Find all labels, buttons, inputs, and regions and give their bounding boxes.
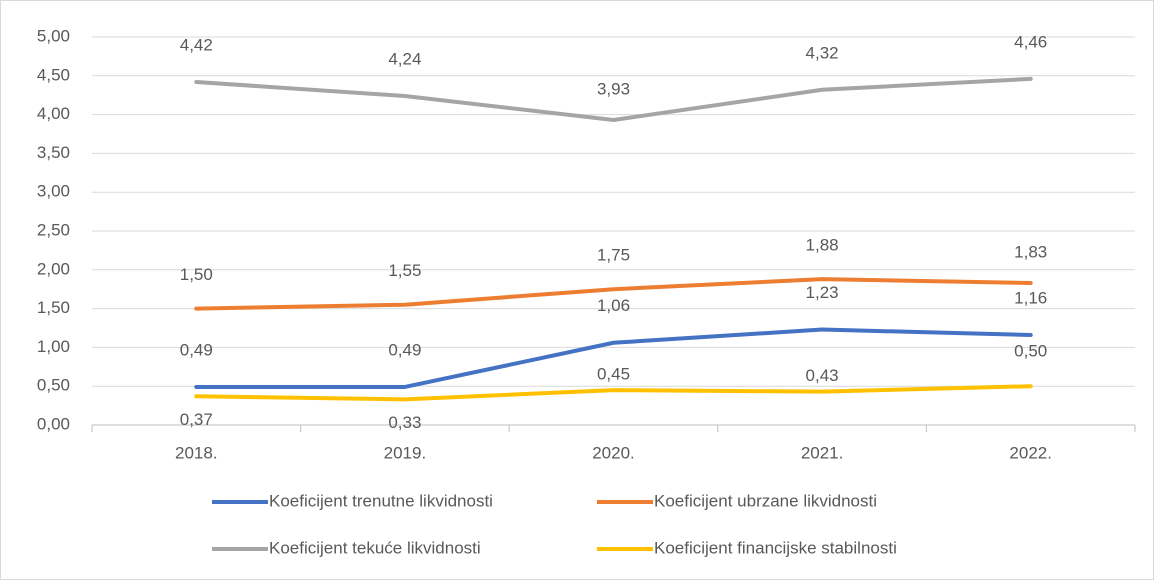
data-label: 1,55 [388,261,421,280]
series-line [194,277,1033,311]
x-tick-label: 2020. [592,443,635,462]
data-label: 4,46 [1014,32,1047,51]
y-tick-label: 4,00 [37,104,70,123]
y-tick-label: 4,50 [37,65,70,84]
data-label: 1,16 [1014,288,1047,307]
data-label: 1,06 [597,296,630,315]
data-label: 1,83 [1014,242,1047,261]
data-label: 1,23 [806,283,839,302]
y-tick-label: 0,00 [37,414,70,433]
x-tick-label: 2018. [175,443,218,462]
y-tick-label: 3,00 [37,182,70,201]
y-tick-label: 5,00 [37,26,70,45]
data-label: 1,50 [180,265,213,284]
y-tick-label: 2,00 [37,259,70,278]
y-tick-label: 2,50 [37,220,70,239]
data-label: 0,37 [180,410,213,429]
data-label: 0,33 [388,413,421,432]
data-label: 1,88 [806,236,839,255]
data-label: 0,49 [388,340,421,359]
x-tick-label: 2019. [384,443,427,462]
y-tick-label: 0,50 [37,376,70,395]
data-label: 1,75 [597,246,630,265]
series-line [194,384,1033,402]
data-label: 0,49 [180,340,213,359]
data-label: 0,50 [1014,342,1047,361]
series-line [194,76,1033,123]
legend-label: Koeficijent ubrzane likvidnosti [654,491,877,510]
data-label: 4,32 [806,43,839,62]
legend-label: Koeficijent financijske stabilnosti [654,538,897,557]
y-tick-label: 1,00 [37,337,70,356]
data-label: 0,43 [806,366,839,385]
x-tick-label: 2022. [1009,443,1052,462]
legend-label: Koeficijent trenutne likvidnosti [269,491,493,510]
y-tick-label: 3,50 [37,143,70,162]
data-label: 3,93 [597,80,630,99]
data-label: 4,42 [180,35,213,54]
y-tick-label: 1,50 [37,298,70,317]
legend-label: Koeficijent tekuće likvidnosti [269,538,481,557]
x-tick-label: 2021. [801,443,844,462]
data-label: 4,24 [388,49,421,68]
data-label: 0,45 [597,365,630,384]
series-line [194,327,1033,389]
